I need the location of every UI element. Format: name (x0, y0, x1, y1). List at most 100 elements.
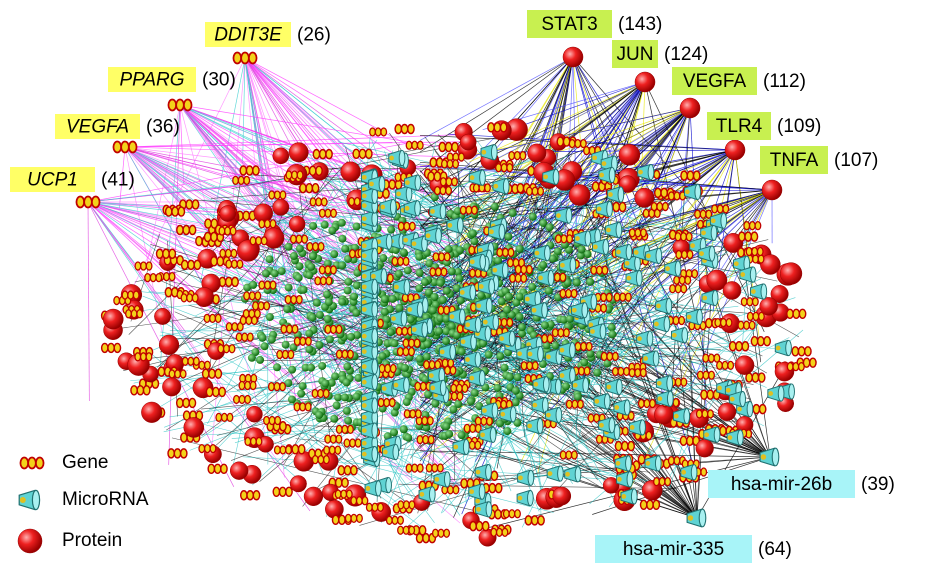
microrna-icon (530, 302, 548, 319)
green-node (330, 414, 339, 423)
gene-part (299, 402, 307, 412)
gene-part (353, 196, 361, 207)
microrna-part (361, 403, 367, 408)
gene-icon (167, 98, 193, 112)
gene-icon (590, 265, 609, 275)
gene-part (546, 333, 554, 344)
gene-part (350, 513, 358, 523)
green-node (447, 322, 456, 331)
green-node (284, 242, 293, 251)
gene-part (279, 421, 287, 432)
gene-part (674, 284, 682, 294)
microrna-icon (392, 376, 410, 394)
microrna-part (428, 373, 434, 379)
microrna-part (673, 413, 679, 419)
gene-part (496, 247, 504, 258)
hub-count: (64) (758, 539, 792, 560)
microrna-icon (589, 323, 607, 340)
green-node (305, 345, 314, 354)
protein-node (724, 139, 746, 161)
gene-part (291, 324, 299, 334)
green-node (565, 314, 574, 323)
green-node (442, 327, 451, 336)
microrna-part (665, 297, 673, 314)
gene-icon (441, 485, 460, 495)
gene-part (737, 231, 746, 242)
microrna-part (403, 278, 411, 296)
microrna-part (737, 406, 742, 412)
green-node (559, 315, 568, 324)
microrna-icon (360, 187, 379, 205)
microrna-part (785, 339, 792, 357)
gene-part (416, 140, 424, 150)
gene-part (317, 241, 325, 252)
gene-part (250, 315, 258, 326)
gene-icon (440, 159, 460, 169)
gene-part (486, 416, 493, 426)
gene-part (293, 402, 301, 412)
microrna-part (508, 330, 516, 347)
microrna-part (599, 323, 607, 340)
gene-part (600, 303, 608, 313)
gene-icon (100, 342, 122, 354)
gene-icon (263, 415, 282, 426)
microrna-part (371, 301, 379, 318)
green-node (340, 393, 349, 402)
gene-icon (272, 486, 293, 498)
hub-name: TLR4 (716, 116, 763, 137)
microrna-part (492, 267, 498, 273)
microrna-part (404, 205, 410, 211)
gene-part (209, 313, 217, 324)
protein-node (229, 461, 249, 480)
green-node (344, 416, 353, 425)
gene-part (210, 256, 218, 267)
microrna-icon (360, 445, 379, 463)
green-node (511, 398, 520, 407)
gene-part (249, 436, 257, 447)
gene-part (639, 368, 647, 378)
gene-part (786, 362, 794, 372)
green-node (249, 280, 258, 289)
gene-part (304, 336, 312, 346)
microrna-icon (360, 397, 379, 414)
green-node (289, 251, 298, 260)
microrna-part (569, 257, 577, 274)
gene-icon (565, 399, 584, 409)
gene-part (452, 485, 460, 495)
gene-icon (121, 290, 140, 300)
green-node (353, 331, 362, 340)
microrna-icon (759, 447, 780, 467)
green-node (607, 323, 616, 332)
microrna-icon (546, 465, 564, 482)
microrna-icon (429, 379, 447, 397)
gene-part (155, 272, 163, 283)
gene-part (388, 397, 396, 408)
gene-part (445, 177, 453, 187)
gene-part (324, 265, 332, 275)
microrna-icon (614, 455, 632, 472)
gene-part (397, 515, 404, 525)
gene-part (520, 264, 528, 275)
gene-icon (508, 150, 527, 161)
green-node (343, 286, 352, 295)
gene-part (396, 347, 404, 357)
gene-part (401, 326, 409, 336)
microrna-part (460, 339, 466, 345)
microrna-icon (464, 316, 482, 334)
green-node (421, 375, 430, 384)
gene-part (402, 338, 410, 348)
gene-part (758, 403, 767, 415)
protein-node (760, 254, 781, 275)
edge (396, 230, 573, 484)
gene-part (247, 51, 258, 65)
gene-part (224, 226, 231, 236)
green-node (603, 359, 612, 368)
gene-part (329, 434, 337, 444)
edge (179, 104, 184, 184)
gene-part (519, 150, 527, 161)
gene-part (217, 344, 225, 354)
gene-part (700, 389, 708, 400)
gene-part (83, 195, 93, 209)
edge (179, 104, 461, 220)
edge (657, 107, 691, 181)
